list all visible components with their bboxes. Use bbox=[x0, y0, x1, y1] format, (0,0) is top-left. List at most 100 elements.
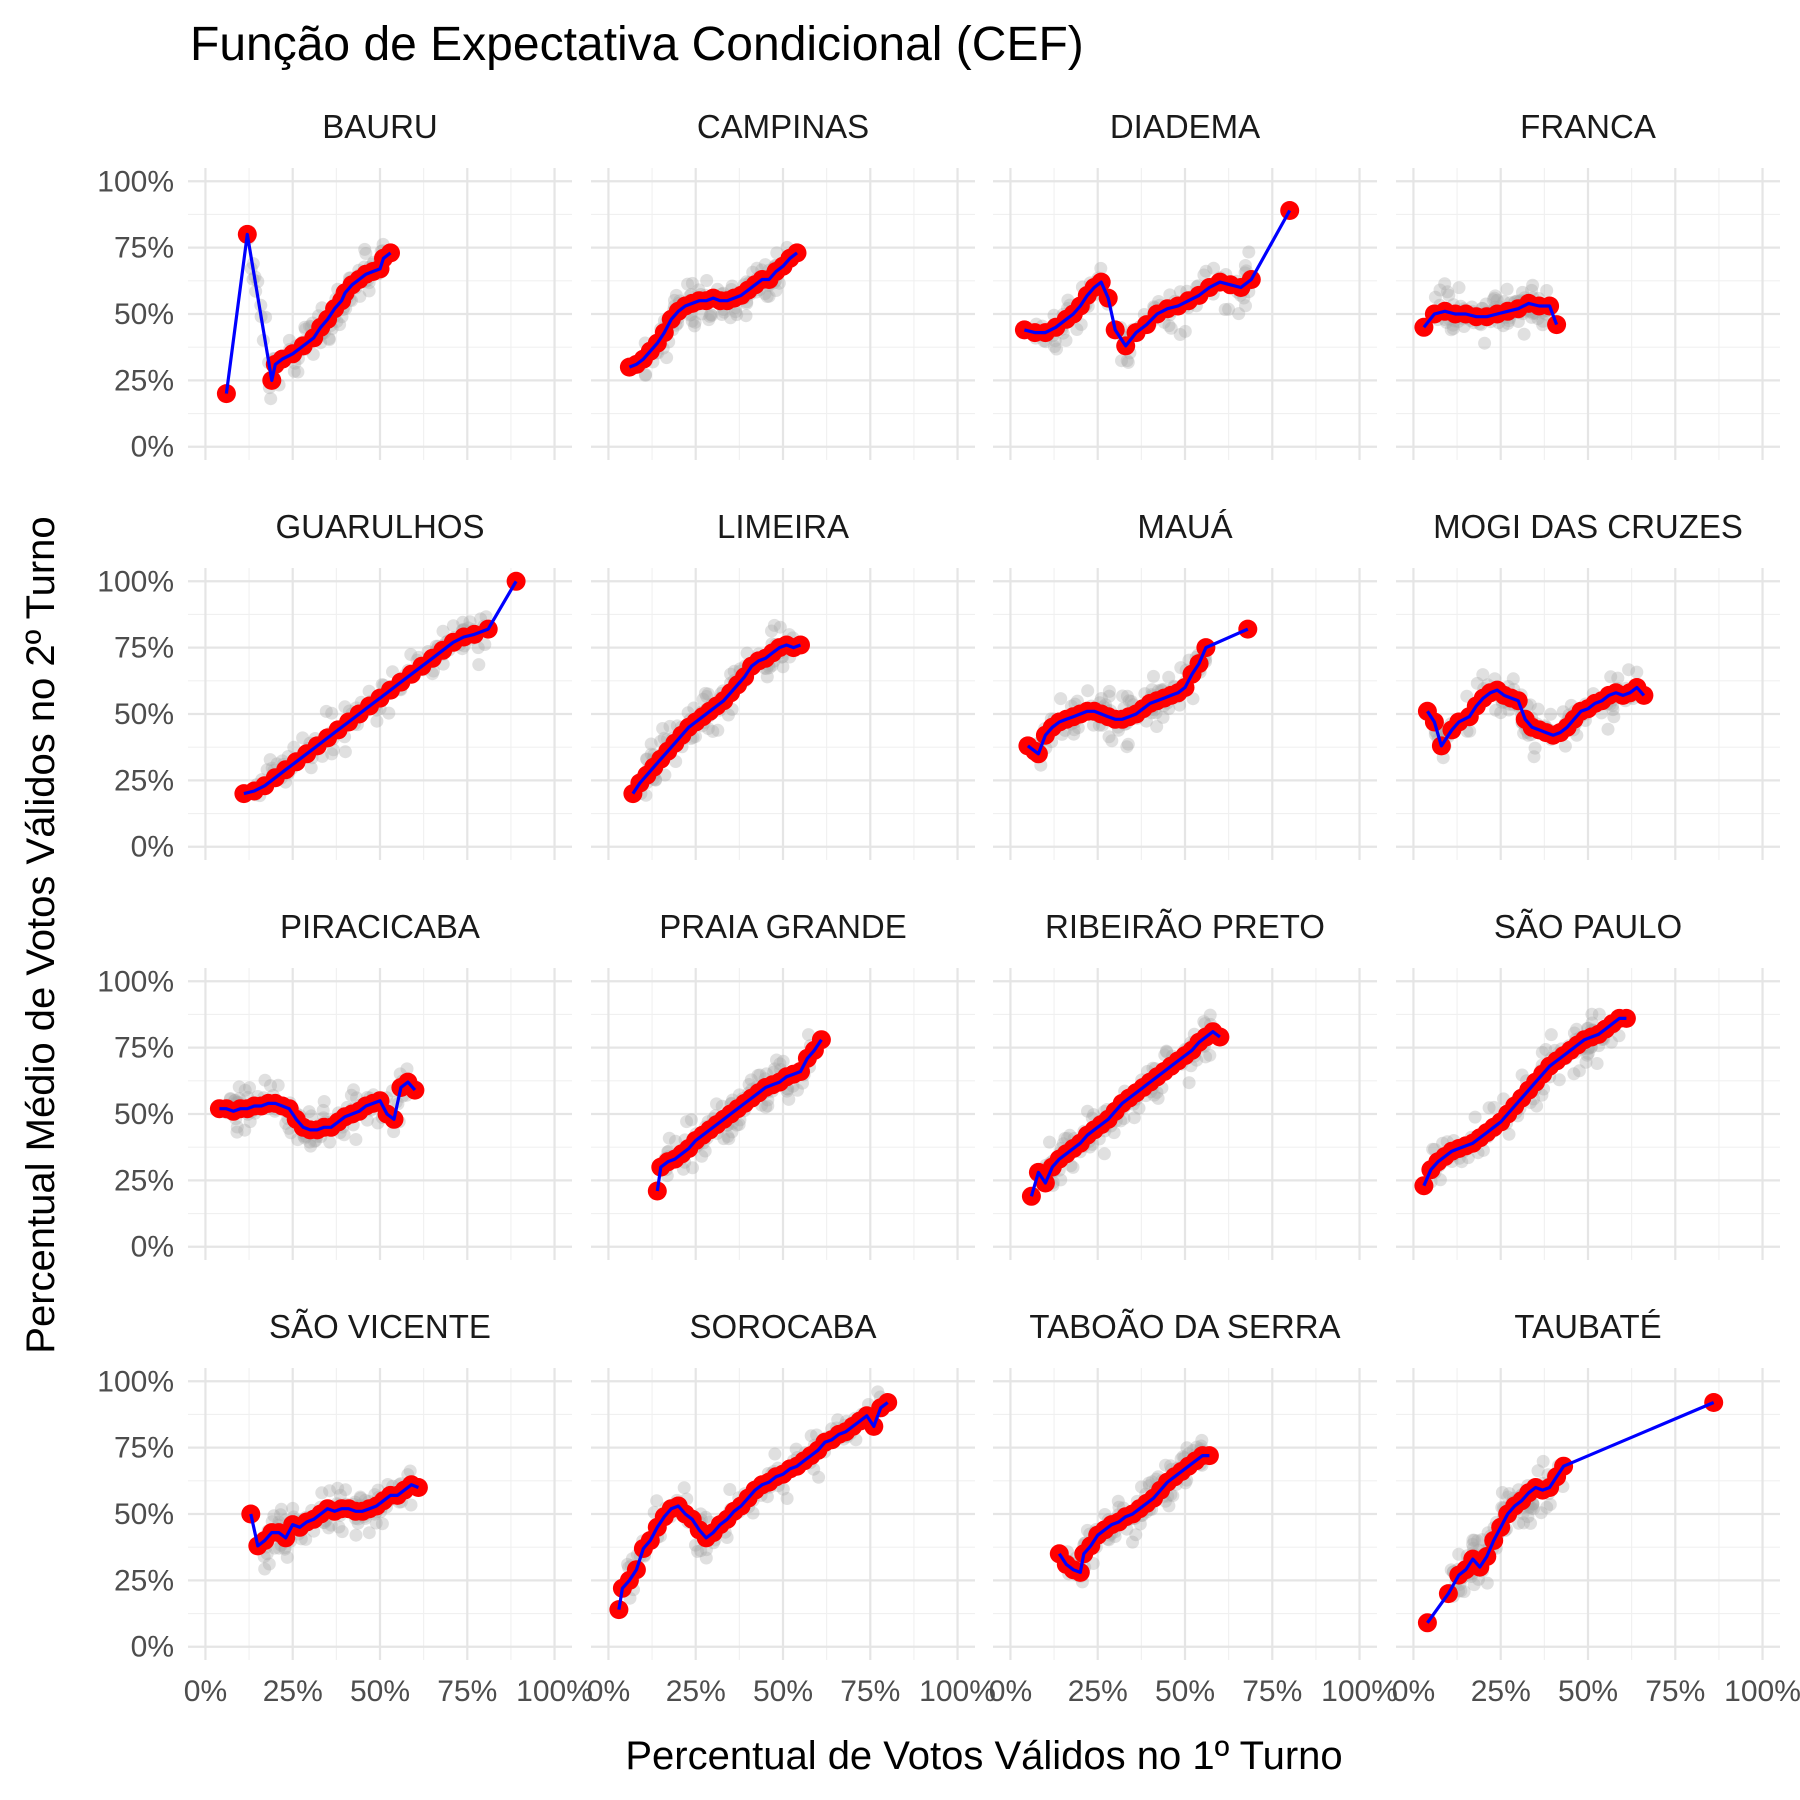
scatter-point bbox=[1081, 684, 1095, 698]
scatter-point bbox=[353, 1490, 367, 1504]
scatter-point bbox=[724, 311, 737, 325]
scatter-point bbox=[688, 319, 701, 333]
scatter-point bbox=[650, 1494, 664, 1508]
cef-line bbox=[1057, 1454, 1210, 1574]
facet-label: DIADEMA bbox=[1110, 108, 1260, 145]
scatter-point bbox=[1054, 1173, 1068, 1187]
scatter-point bbox=[1129, 1528, 1143, 1542]
x-tick-label: 0% bbox=[989, 1675, 1032, 1708]
scatter-point bbox=[1567, 1067, 1581, 1081]
scatter-point bbox=[1239, 299, 1252, 313]
scatter-point bbox=[1531, 312, 1545, 326]
facet-panel: SOROCABA 0% 25% 50% 75% 100% bbox=[587, 1308, 996, 1708]
scatter-point bbox=[776, 1482, 790, 1496]
y-tick-label: 75% bbox=[114, 632, 174, 665]
scatter-point bbox=[1442, 288, 1456, 302]
x-tick-label: 100% bbox=[1321, 1675, 1398, 1708]
scatter-point bbox=[1070, 694, 1084, 708]
scatter-point bbox=[1490, 293, 1504, 307]
scatter-point bbox=[686, 1161, 699, 1175]
scatter-point bbox=[1147, 669, 1160, 683]
scatter-point bbox=[723, 1483, 737, 1496]
scatter-point bbox=[325, 706, 339, 720]
scatter-point bbox=[1066, 1160, 1080, 1174]
scatter-point bbox=[230, 1125, 244, 1139]
scatter-point bbox=[802, 1028, 815, 1042]
scatter-point bbox=[698, 686, 712, 700]
scatter-point bbox=[337, 1128, 351, 1142]
scatter-point bbox=[1590, 1057, 1604, 1070]
scatter-point bbox=[789, 1442, 803, 1456]
scatter-point bbox=[705, 308, 719, 322]
x-tick-label: 25% bbox=[263, 1675, 323, 1708]
scatter-point bbox=[770, 1053, 783, 1067]
scatter-point bbox=[768, 1447, 782, 1461]
scatter-point bbox=[791, 1083, 804, 1097]
scatter-point bbox=[1438, 277, 1452, 291]
scatter-point bbox=[1468, 1110, 1482, 1124]
y-tick-label: 50% bbox=[114, 1098, 174, 1131]
scatter-point bbox=[776, 660, 790, 674]
scatter-point bbox=[322, 1521, 336, 1535]
scatter-point bbox=[1043, 1135, 1056, 1149]
scatter-point bbox=[1081, 1104, 1094, 1118]
scatter-point bbox=[238, 1123, 252, 1137]
scatter-point bbox=[694, 1544, 708, 1558]
scatter-point bbox=[1111, 1494, 1125, 1508]
scatter-point bbox=[230, 1120, 244, 1134]
scatter-point bbox=[1467, 1533, 1481, 1547]
x-tick-label: 0% bbox=[184, 1675, 227, 1708]
cef-line bbox=[617, 1401, 889, 1610]
scatter-point bbox=[1534, 1506, 1548, 1520]
scatter-point bbox=[232, 1080, 246, 1094]
scatter-point bbox=[1120, 689, 1134, 703]
scatter-point bbox=[669, 1134, 682, 1148]
scatter-point bbox=[1544, 707, 1558, 721]
x-axis-title: Percentual de Votos Válidos no 1º Turno bbox=[625, 1734, 1342, 1778]
scatter-point bbox=[1164, 321, 1178, 335]
scatter-point bbox=[1525, 283, 1539, 297]
scatter-point bbox=[1579, 1055, 1593, 1069]
scatter-point bbox=[1502, 1127, 1516, 1141]
x-tick-label: 25% bbox=[666, 1675, 726, 1708]
scatter-point bbox=[362, 1526, 376, 1540]
facet-panel: MAUÁ bbox=[993, 508, 1377, 860]
scatter-point bbox=[478, 638, 492, 651]
scatter-point bbox=[1105, 734, 1119, 748]
scatter-point bbox=[699, 1551, 713, 1565]
scatter-point bbox=[760, 290, 774, 303]
cef-line bbox=[1026, 627, 1249, 756]
scatter-point bbox=[677, 1481, 691, 1495]
y-tick-label: 0% bbox=[131, 431, 174, 464]
y-tick-label: 75% bbox=[114, 1432, 174, 1465]
scatter-point bbox=[688, 315, 702, 329]
cef-line bbox=[1426, 685, 1646, 748]
y-tick-label: 75% bbox=[114, 1032, 174, 1065]
scatter-point bbox=[1107, 1126, 1121, 1140]
scatter-point bbox=[1463, 724, 1477, 738]
cef-line bbox=[1426, 1401, 1715, 1624]
scatter-point bbox=[662, 1131, 676, 1145]
scatter-point bbox=[1494, 706, 1508, 720]
scatter-point bbox=[762, 289, 776, 303]
scatter-point bbox=[403, 1464, 417, 1478]
scatter-point bbox=[780, 1492, 794, 1505]
scatter-point bbox=[1486, 293, 1500, 307]
scatter-point bbox=[767, 618, 781, 632]
scatter-point bbox=[1159, 1044, 1173, 1058]
scatter-point bbox=[1611, 671, 1625, 685]
scatter-point bbox=[695, 307, 709, 321]
scatter-point bbox=[317, 1095, 331, 1108]
scatter-point bbox=[267, 1509, 281, 1523]
y-tick-label: 100% bbox=[97, 1365, 174, 1398]
cef-line bbox=[655, 1038, 823, 1192]
scatter-point bbox=[685, 314, 699, 328]
y-axis-title: Percentual Médio de Votos Válidos no 2º … bbox=[19, 516, 63, 1353]
scatter-point bbox=[1178, 324, 1192, 338]
x-tick-label: 75% bbox=[1645, 1675, 1705, 1708]
x-tick-label: 100% bbox=[1724, 1675, 1800, 1708]
scatter-point bbox=[770, 246, 784, 260]
scatter-point bbox=[656, 722, 670, 735]
scatter-point bbox=[472, 658, 486, 672]
facet-label: SÃO VICENTE bbox=[269, 1308, 491, 1345]
